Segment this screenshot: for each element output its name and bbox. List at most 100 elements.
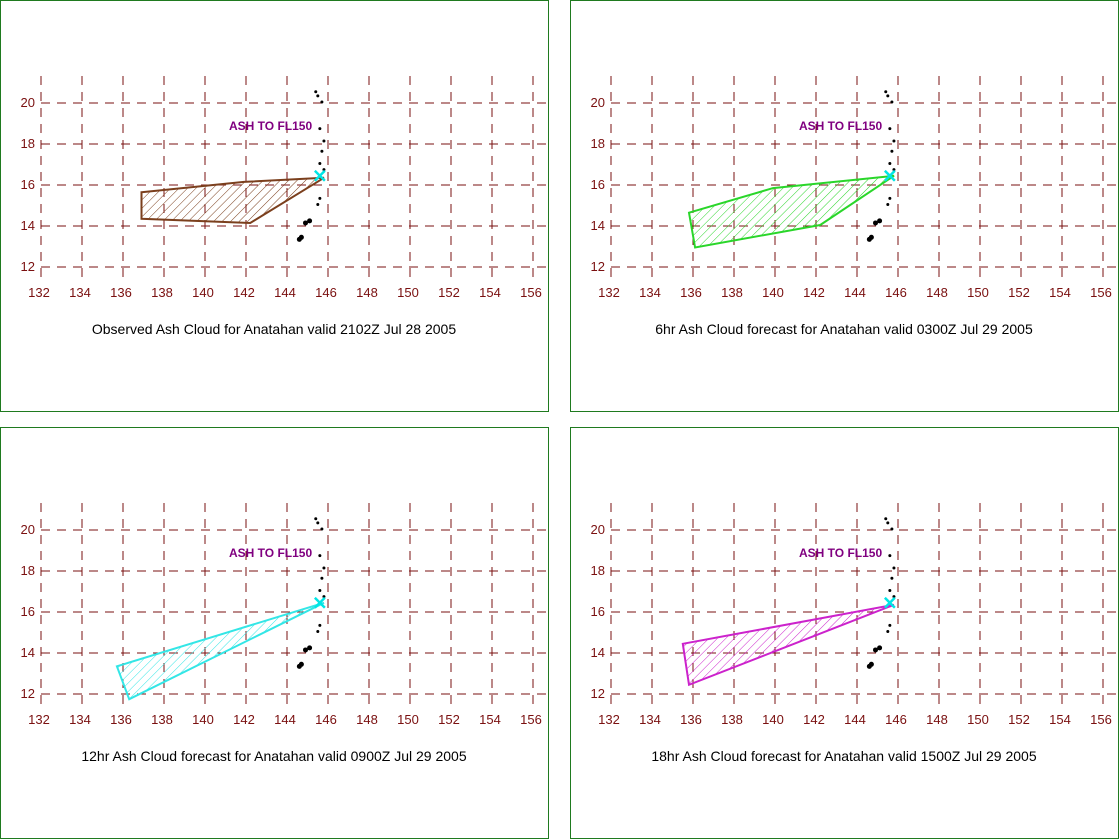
island-marker — [316, 94, 320, 98]
island-marker — [888, 589, 892, 592]
lon-tick-label: 142 — [803, 712, 825, 727]
island-marker — [884, 90, 888, 94]
lat-tick-label: 12 — [591, 259, 605, 274]
island-marker — [888, 127, 892, 131]
island-marker — [892, 566, 896, 570]
lon-tick-label: 154 — [479, 712, 501, 727]
lon-tick-label: 150 — [397, 285, 419, 300]
lat-tick-label: 12 — [21, 686, 35, 701]
lon-tick-label: 142 — [233, 712, 255, 727]
lon-tick-label: 140 — [192, 712, 214, 727]
lon-tick-label: 146 — [885, 712, 907, 727]
lon-tick-label: 132 — [28, 285, 50, 300]
island-marker — [318, 589, 322, 592]
lon-tick-label: 150 — [967, 285, 989, 300]
ash-cloud-polygon — [687, 174, 895, 249]
lon-tick-label: 132 — [598, 285, 620, 300]
volcano-x-icon — [883, 169, 896, 182]
lon-tick-label: 144 — [274, 285, 296, 300]
lon-tick-label: 138 — [151, 285, 173, 300]
island-marker — [318, 127, 322, 131]
island-marker — [890, 149, 894, 153]
lon-tick-label: 138 — [721, 712, 743, 727]
ash-cloud-polygon — [140, 176, 325, 225]
island-marker — [316, 203, 320, 206]
map-canvas: 132 134 136 138 140 142 144 146 148 150 152 154 156 1… — [591, 503, 1117, 764]
lat-tick-label: 20 — [21, 522, 35, 537]
lon-tick-label: 146 — [885, 285, 907, 300]
lon-tick-label: 132 — [598, 712, 620, 727]
lon-tick-label: 144 — [844, 712, 866, 727]
island-marker — [320, 149, 324, 153]
lat-tick-label: 12 — [591, 686, 605, 701]
lon-tick-label: 150 — [397, 712, 419, 727]
lon-tick-label: 150 — [967, 712, 989, 727]
lon-tick-label: 152 — [438, 712, 460, 727]
lat-tick-label: 16 — [591, 177, 605, 192]
lat-tick-label: 20 — [591, 522, 605, 537]
lon-tick-label: 132 — [28, 712, 50, 727]
ash-height-annotation: ASH TO FL150 — [799, 546, 882, 560]
map-panel-12hr-forecast: 132 134 136 138 140 142 144 146 148 150 152 154 156 1… — [0, 427, 549, 839]
island-marker — [320, 100, 324, 104]
island-marker — [892, 139, 896, 143]
island-marker — [318, 162, 322, 165]
lon-tick-label: 146 — [315, 285, 337, 300]
island-marker — [307, 218, 313, 224]
mariana-islands — [296, 517, 326, 669]
island-marker — [314, 517, 318, 521]
island-marker — [322, 168, 326, 172]
lon-tick-label: 138 — [721, 285, 743, 300]
map-panel-18hr-forecast: 132 134 136 138 140 142 144 146 148 150 152 154 156 1… — [570, 427, 1119, 839]
lon-tick-label: 156 — [1090, 712, 1112, 727]
lon-tick-label: 140 — [762, 285, 784, 300]
lat-tick-label: 16 — [591, 604, 605, 619]
island-marker — [892, 595, 896, 599]
island-marker — [316, 521, 320, 525]
lon-tick-label: 146 — [315, 712, 337, 727]
lon-tick-label: 140 — [762, 712, 784, 727]
island-marker — [873, 220, 878, 226]
ash-height-annotation: ASH TO FL150 — [229, 546, 312, 560]
lon-tick-label: 142 — [803, 285, 825, 300]
island-marker — [322, 595, 326, 599]
island-marker — [307, 645, 313, 651]
lon-tick-label: 134 — [639, 285, 661, 300]
ash-cloud-polygon — [115, 601, 325, 701]
lat-tick-label: 18 — [591, 136, 605, 151]
island-marker — [318, 196, 322, 200]
lon-tick-label: 156 — [1090, 285, 1112, 300]
lon-tick-label: 134 — [69, 712, 91, 727]
lon-tick-label: 154 — [1049, 712, 1071, 727]
map-panel-observed: 132 134 136 138 140 142 144 146 148 150 152 154 156 1… — [0, 0, 549, 412]
island-marker — [322, 139, 326, 143]
island-marker — [890, 527, 894, 531]
lon-tick-label: 148 — [926, 285, 948, 300]
island-marker — [886, 203, 890, 206]
map-canvas: 132 134 136 138 140 142 144 146 148 150 152 154 156 1… — [21, 503, 547, 764]
panel-caption: Observed Ash Cloud for Anatahan valid 21… — [92, 321, 456, 337]
lon-tick-label: 156 — [520, 285, 542, 300]
island-marker — [890, 576, 894, 580]
lat-lon-grid — [40, 503, 547, 705]
ash-height-annotation: ASH TO FL150 — [229, 119, 312, 133]
lon-tick-label: 142 — [233, 285, 255, 300]
island-marker — [318, 623, 322, 627]
island-marker — [303, 220, 308, 226]
island-marker — [892, 168, 896, 172]
island-marker — [303, 647, 308, 653]
lon-tick-label: 144 — [274, 712, 296, 727]
island-marker — [877, 645, 883, 651]
island-marker — [322, 566, 326, 570]
lon-tick-label: 154 — [1049, 285, 1071, 300]
island-marker — [886, 521, 890, 525]
mariana-islands — [866, 517, 896, 669]
volcano-x-icon — [313, 596, 326, 609]
island-marker — [866, 236, 872, 242]
lon-tick-label: 152 — [438, 285, 460, 300]
lon-tick-label: 140 — [192, 285, 214, 300]
lat-tick-label: 14 — [591, 645, 605, 660]
lon-tick-label: 152 — [1008, 712, 1030, 727]
island-marker — [890, 100, 894, 104]
island-marker — [886, 94, 890, 98]
